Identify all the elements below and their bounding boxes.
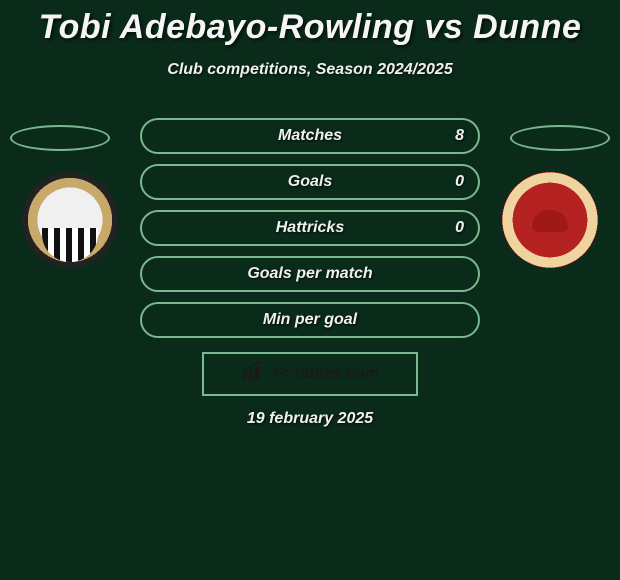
subtitle: Club competitions, Season 2024/2025 (0, 61, 620, 79)
player-left-pill (10, 125, 110, 151)
club-badge-left (22, 172, 118, 268)
stat-value-right: 0 (455, 219, 464, 237)
club-badge-right (502, 172, 598, 268)
stat-label: Hattricks (276, 219, 344, 237)
stat-row-goals: Goals 0 (140, 164, 480, 200)
chart-icon (241, 362, 267, 387)
stats-container: Matches 8 Goals 0 Hattricks 0 Goals per … (140, 118, 480, 348)
stat-row-matches: Matches 8 (140, 118, 480, 154)
stat-row-hattricks: Hattricks 0 (140, 210, 480, 246)
stat-row-min-per-goal: Min per goal (140, 302, 480, 338)
stat-label: Min per goal (263, 311, 357, 329)
stat-label: Matches (278, 127, 342, 145)
player-right-pill (510, 125, 610, 151)
stat-value-right: 8 (455, 127, 464, 145)
stat-label: Goals per match (247, 265, 372, 283)
page-title: Tobi Adebayo-Rowling vs Dunne (0, 0, 620, 47)
footer-brand-text: FcTables.com (273, 365, 379, 383)
footer-brand-box[interactable]: FcTables.com (202, 352, 418, 396)
stat-value-right: 0 (455, 173, 464, 191)
stat-label: Goals (288, 173, 332, 191)
stat-row-goals-per-match: Goals per match (140, 256, 480, 292)
date-text: 19 february 2025 (0, 410, 620, 428)
